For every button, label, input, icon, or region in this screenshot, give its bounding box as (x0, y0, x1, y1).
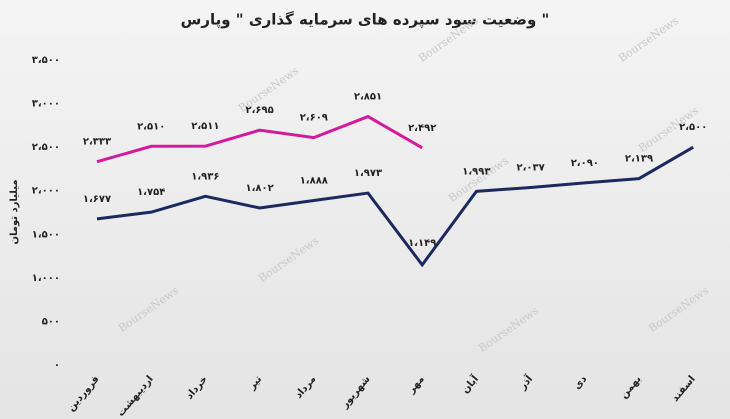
data-label: ۱،۱۴۹ (408, 238, 436, 249)
x-tick-label: آبان (459, 372, 482, 396)
x-tick-label: شهریور (339, 374, 373, 411)
data-label: ۲،۳۳۳ (83, 137, 111, 148)
x-tick-label: آذر (515, 372, 535, 393)
data-label: ۱،۸۰۲ (245, 183, 273, 194)
watermark: BourseNews (446, 154, 511, 205)
y-tick-label: ۰ (54, 360, 60, 371)
data-label: ۲،۶۰۹ (300, 113, 328, 124)
watermark: BourseNews (646, 284, 711, 335)
x-tick-label: اردیبهشت (116, 374, 156, 419)
x-tick-label: خرداد (184, 374, 210, 402)
watermark: BourseNews (116, 284, 181, 335)
data-label: ۲،۰۹۰ (571, 158, 599, 169)
y-axis-label: میلیارد تومان (9, 179, 20, 244)
x-tick-label: دی (572, 374, 590, 392)
y-tick-label: ۱،۰۰۰ (32, 273, 60, 284)
watermark: BourseNews (616, 14, 681, 65)
data-label: ۱،۹۹۳ (462, 166, 490, 177)
data-label: ۲،۰۳۷ (516, 162, 544, 173)
x-tick-label: تیر (246, 374, 264, 393)
chart-title: وضعیت سود سپرده های سرمایه گذاری " وپارس… (181, 11, 550, 30)
x-tick-label: مهر (406, 374, 427, 396)
series-line (96, 114, 423, 164)
data-label: ۱،۶۷۷ (83, 194, 111, 205)
data-label: ۱،۷۵۴ (137, 187, 165, 198)
series-line (96, 145, 694, 268)
data-label: ۲،۱۳۹ (625, 154, 653, 165)
x-tick-label: اسفند (670, 374, 698, 404)
data-label: ۲،۸۵۱ (354, 92, 382, 103)
y-tick-label: ۱،۵۰۰ (32, 229, 60, 240)
x-tick-label: بهمن (618, 374, 643, 401)
data-label: ۱،۹۳۶ (191, 171, 219, 182)
y-tick-label: ۳،۰۰۰ (32, 99, 60, 110)
watermark: BourseNews (476, 304, 541, 355)
y-tick-label: ۲،۵۰۰ (32, 142, 60, 153)
data-label: ۱،۹۷۳ (354, 168, 382, 179)
y-tick-label: ۳،۵۰۰ (32, 55, 60, 66)
data-label: ۲،۴۹۲ (408, 123, 436, 134)
data-label: ۱،۸۸۸ (300, 175, 328, 186)
data-label: ۲،۵۱۱ (191, 121, 219, 132)
data-label: ۲،۵۱۰ (137, 121, 165, 132)
data-label: ۲،۵۰۰ (679, 122, 707, 133)
y-tick-label: ۲،۰۰۰ (32, 186, 60, 197)
data-label: ۲،۶۹۵ (245, 105, 273, 116)
watermark: BourseNews (256, 234, 321, 285)
x-tick-label: فروردین (66, 374, 102, 414)
x-tick-label: مرداد (293, 374, 318, 401)
y-tick-label: ۵۰۰ (42, 316, 60, 327)
